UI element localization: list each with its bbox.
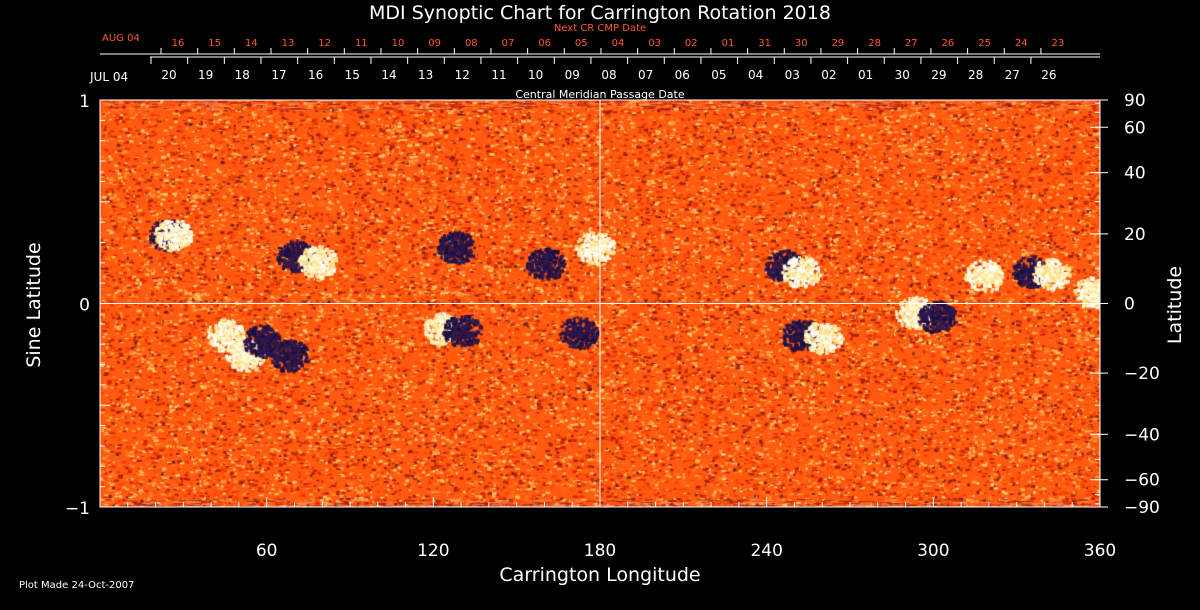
next-cr-date-label: 08 (465, 38, 478, 49)
cmp-date-label: 18 (235, 68, 250, 82)
next-cr-axis-title: Next CR CMP Date (553, 23, 647, 34)
y-left-tick-label: −1 (65, 499, 90, 519)
y-right-tick-label: 90 (1124, 91, 1146, 111)
next-cr-date-label: 10 (392, 38, 405, 49)
cmp-date-label: 07 (638, 68, 653, 82)
next-cr-start-label: AUG 04 (102, 33, 140, 44)
cmp-date-label: 12 (455, 68, 470, 82)
x-tick-label: 240 (750, 541, 782, 561)
cmp-date-label: 26 (1041, 68, 1056, 82)
next-cr-date-label: 31 (758, 38, 771, 49)
next-cr-date-label: 02 (685, 38, 698, 49)
next-cr-date-label: 30 (795, 38, 808, 49)
y-right-tick-label: −90 (1124, 498, 1160, 518)
y-right-tick-label: 20 (1124, 225, 1146, 245)
next-cr-date-label: 01 (722, 38, 735, 49)
cmp-date-label: 04 (748, 68, 763, 82)
plot-made-footer: Plot Made 24-Oct-2007 (19, 580, 135, 591)
cmp-date-label: 10 (528, 68, 543, 82)
next-cr-date-label: 06 (538, 38, 551, 49)
x-axis-title: Carrington Longitude (499, 564, 701, 586)
next-cr-date-label: 04 (612, 38, 625, 49)
next-cr-date-label: 07 (502, 38, 515, 49)
next-cr-date-label: 28 (868, 38, 881, 49)
next-cr-date-label: 25 (978, 38, 991, 49)
cmp-axis-title: Central Meridian Passage Date (515, 88, 685, 101)
y-left-tick-label: 1 (79, 92, 90, 112)
next-cr-date-label: 11 (355, 38, 368, 49)
next-cr-date-label: 26 (942, 38, 955, 49)
cmp-start-label: JUL 04 (89, 70, 128, 84)
y-right-tick-label: 40 (1124, 164, 1146, 184)
y-right-tick-label: −60 (1124, 471, 1160, 491)
cmp-date-label: 08 (601, 68, 616, 82)
next-cr-date-label: 23 (1052, 38, 1065, 49)
next-cr-date-label: 03 (648, 38, 661, 49)
x-tick-label: 120 (417, 541, 449, 561)
x-tick-label: 300 (917, 541, 949, 561)
cmp-date-label: 09 (565, 68, 580, 82)
x-tick-label: 180 (584, 541, 616, 561)
y-right-tick-label: 60 (1124, 118, 1146, 138)
cmp-date-label: 11 (491, 68, 506, 82)
next-cr-date-label: 14 (245, 38, 258, 49)
cmp-date-label: 15 (345, 68, 360, 82)
y-right-tick-label: −20 (1124, 364, 1160, 384)
next-cr-date-label: 29 (832, 38, 845, 49)
cmp-date-label: 02 (821, 68, 836, 82)
cmp-date-label: 13 (418, 68, 433, 82)
cmp-date-label: 19 (198, 68, 213, 82)
x-tick-label: 360 (1084, 541, 1116, 561)
next-cr-date-label: 12 (318, 38, 331, 49)
next-cr-date-label: 05 (575, 38, 588, 49)
next-cr-date-label: 15 (208, 38, 221, 49)
next-cr-date-label: 27 (905, 38, 918, 49)
y-right-tick-label: 0 (1124, 295, 1135, 315)
next-cr-date-label: 16 (172, 38, 185, 49)
x-tick-label: 60 (256, 541, 278, 561)
cmp-date-label: 30 (895, 68, 910, 82)
y-left-tick-label: 0 (79, 296, 90, 316)
next-cr-date-label: 13 (282, 38, 295, 49)
cmp-date-label: 16 (308, 68, 323, 82)
y-right-tick-label: −40 (1124, 425, 1160, 445)
cmp-date-label: 03 (785, 68, 800, 82)
next-cr-date-label: 09 (428, 38, 441, 49)
cmp-date-label: 05 (711, 68, 726, 82)
cmp-date-label: 06 (675, 68, 690, 82)
cmp-date-label: 27 (1005, 68, 1020, 82)
cmp-date-label: 20 (161, 68, 176, 82)
cmp-date-label: 01 (858, 68, 873, 82)
cmp-date-label: 14 (381, 68, 396, 82)
cmp-date-label: 28 (968, 68, 983, 82)
cmp-date-label: 17 (271, 68, 286, 82)
next-cr-date-label: 24 (1015, 38, 1028, 49)
chart-title: MDI Synoptic Chart for Carrington Rotati… (369, 2, 831, 24)
cmp-date-label: 29 (931, 68, 946, 82)
